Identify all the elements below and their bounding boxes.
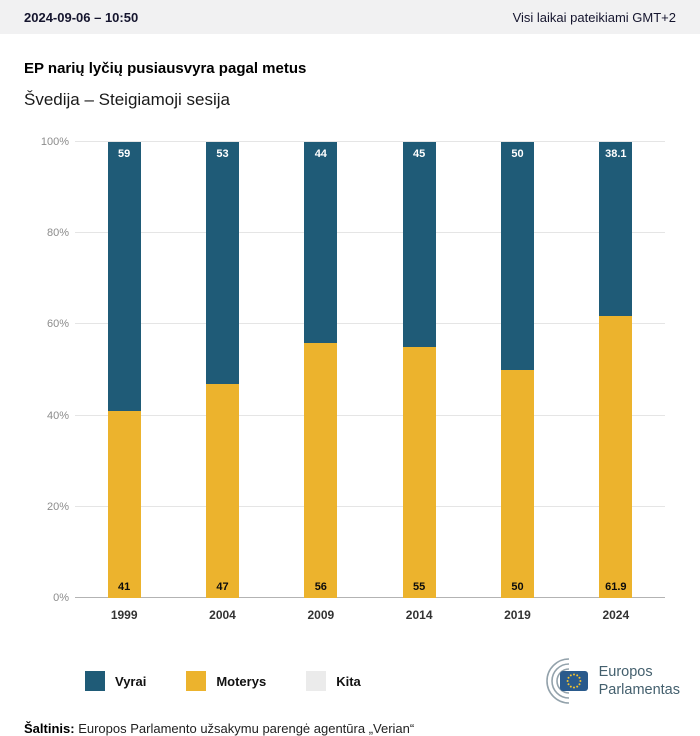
x-axis-label: 2024	[602, 608, 630, 622]
x-axis-label: 2009	[307, 608, 335, 622]
segment-value-label: 38.1	[605, 148, 627, 160]
stacked-bar-2004[interactable]: 53 47	[205, 142, 239, 598]
segment-value-label: 45	[413, 148, 426, 160]
legend-label: Kita	[336, 673, 361, 689]
segment-moterys[interactable]: 47	[205, 383, 239, 598]
stacked-bar-2014[interactable]: 45 55	[402, 142, 436, 598]
gridline	[75, 414, 665, 416]
segment-vyrai[interactable]: 38.1	[599, 142, 633, 316]
segment-moterys[interactable]: 50	[500, 370, 534, 598]
bar-column-1999: 59 41	[75, 142, 173, 598]
segment-moterys[interactable]: 41	[107, 411, 141, 598]
legend-swatch-kita	[306, 671, 327, 691]
segment-value-label: 50	[511, 148, 524, 160]
segment-value-label: 44	[314, 148, 327, 160]
bar-column-2004: 53 47	[173, 142, 271, 598]
page-title: EP narių lyčių pusiausvyra pagal metus	[24, 60, 307, 77]
source-text: Europos Parlamento užsakymu parengė agen…	[74, 721, 415, 736]
bar-column-2024: 38.1 61.9	[567, 142, 665, 598]
segment-moterys[interactable]: 56	[304, 342, 338, 598]
y-axis-label: 40%	[46, 409, 69, 422]
eu-flag-stars	[566, 673, 581, 689]
source-line: Šaltinis: Europos Parlamento užsakymu pa…	[24, 721, 676, 736]
top-bar: 2024-09-06 – 10:50 Visi laikai pateikiam…	[0, 0, 700, 34]
segment-vyrai[interactable]: 44	[304, 142, 338, 343]
legend-label: Moterys	[216, 673, 267, 689]
page-subtitle: Švedija – Steigiamoji sesija	[24, 90, 230, 109]
segment-value-label: 59	[118, 148, 131, 160]
y-axis-label: 80%	[46, 227, 69, 240]
datetime-label: 2024-09-06 – 10:50	[24, 9, 139, 25]
stacked-bar-1999[interactable]: 59 41	[107, 142, 141, 598]
timezone-note: Visi laikai pateikiami GMT+2	[512, 9, 676, 25]
stacked-bar-2024[interactable]: 38.1 61.9	[599, 142, 633, 598]
segment-moterys[interactable]: 61.9	[599, 315, 633, 598]
x-axis-label: 2019	[504, 608, 531, 622]
chart-bars: 59 41 53 47 44 56 45 55 50 50 38.1 61.9	[75, 142, 665, 598]
segment-value-label: 50	[511, 581, 524, 593]
logo-line2: Parlamentas	[598, 682, 680, 698]
x-axis: 1999 2004 2009 2014 2019 2024	[75, 608, 665, 622]
x-axis-label: 2014	[405, 608, 433, 622]
y-axis-label: 20%	[46, 500, 69, 513]
legend-label: Vyrai	[115, 673, 147, 689]
legend-item-moterys[interactable]: Moterys	[186, 671, 266, 691]
y-axis-label: 60%	[46, 318, 69, 331]
bar-column-2014: 45 55	[370, 142, 468, 598]
legend-swatch-moterys	[186, 671, 207, 691]
footer-row: Vyrai Moterys Kita	[85, 658, 680, 704]
gridline	[75, 505, 665, 507]
segment-value-label: 41	[118, 580, 131, 593]
gridline	[75, 141, 665, 142]
legend-swatch-vyrai	[85, 671, 105, 691]
eu-flag	[559, 671, 588, 691]
y-axis-label: 100%	[40, 136, 69, 148]
bar-column-2019: 50 50	[468, 142, 566, 598]
gridline	[75, 232, 665, 234]
legend-item-kita[interactable]: Kita	[306, 671, 361, 691]
gridline	[75, 597, 665, 598]
logo-line1: Europos	[598, 663, 653, 680]
segment-value-label: 47	[216, 580, 229, 593]
legend-item-vyrai[interactable]: Vyrai	[85, 671, 146, 691]
source-label: Šaltinis:	[24, 721, 75, 736]
x-axis-label: 2004	[209, 608, 236, 622]
segment-vyrai[interactable]: 53	[205, 142, 239, 384]
logo-text: Europos Parlamentas	[599, 663, 680, 699]
segment-vyrai[interactable]: 45	[402, 142, 436, 348]
ep-hemicycle-icon	[545, 658, 588, 704]
segment-value-label: 61.9	[605, 580, 627, 593]
segment-vyrai[interactable]: 50	[500, 142, 534, 370]
stacked-bar-2009[interactable]: 44 56	[304, 142, 338, 598]
segment-vyrai[interactable]: 59	[107, 142, 141, 412]
segment-value-label: 53	[216, 148, 229, 160]
segment-moterys[interactable]: 55	[402, 347, 436, 598]
x-axis-label: 1999	[110, 608, 138, 622]
stacked-bar-2019[interactable]: 50 50	[500, 142, 534, 598]
gridline	[75, 323, 665, 325]
y-axis-label: 0%	[53, 592, 69, 604]
segment-value-label: 55	[413, 580, 426, 593]
stacked-bar-chart: 0% 20% 40% 60% 80% 100% 59 41 53 47 44 56 45 55 50 50 3…	[41, 136, 665, 604]
european-parliament-logo: Europos Parlamentas	[524, 658, 680, 704]
segment-value-label: 56	[314, 580, 327, 593]
bar-column-2009: 44 56	[272, 142, 370, 598]
chart-legend: Vyrai Moterys Kita	[85, 671, 361, 691]
